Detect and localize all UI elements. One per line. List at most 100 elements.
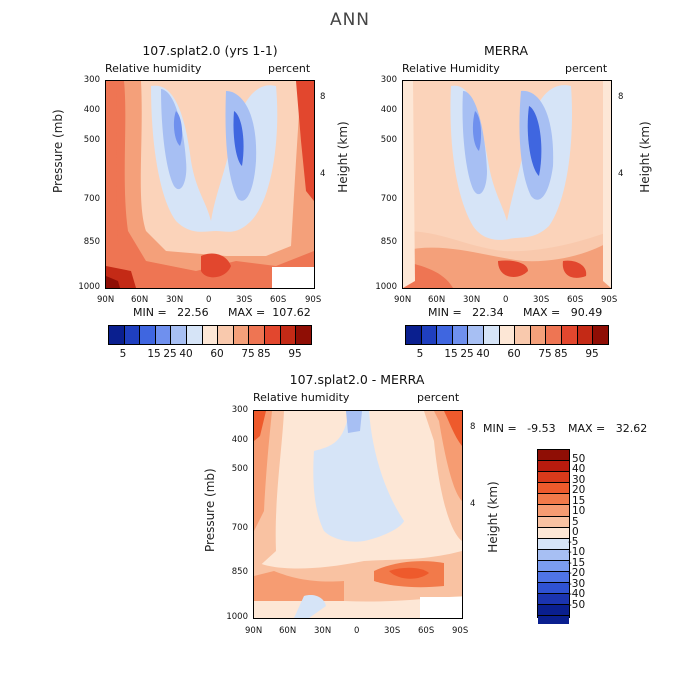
panel3-ylabel-right: Height (km) [486,481,500,553]
panel2-ytick-400: 400 [380,105,397,115]
panel1-ytick-right-8: 8 [320,92,326,102]
panel3-ytick-850: 850 [231,567,248,577]
panel3-xtick-60N: 60N [279,626,297,636]
panel3-cbar-label: 40 [572,463,586,475]
panel2-xtick-60N: 60N [428,295,446,305]
panel1-xtick-90N: 90N [97,295,115,305]
panel3-colorbar [537,449,570,625]
panel2-heatmap [403,81,611,288]
panel1-ytick-300: 300 [83,75,100,85]
panel2-ytick-500: 500 [380,135,397,145]
panel3-ylabel: Pressure (mb) [203,468,217,552]
panel3-cbar-label: 0 [572,526,579,538]
panel3-min: MIN = -9.53 [483,422,556,435]
panel1-ytick-400: 400 [83,105,100,115]
panel3-cbar-label: -30 [568,578,586,590]
panel2-xtick-90N: 90N [394,295,412,305]
panel1-plot-area [105,80,315,289]
panel3-cbar-label: -15 [568,557,586,569]
panel1-ytick-500: 500 [83,135,100,145]
panel1-cbar-label: 85 [257,348,271,360]
panel3-cbar-label: 15 [572,495,586,507]
panel3-cbar-label: 50 [572,453,586,465]
panel2-cbar-label: 5 [416,348,424,360]
panel3-cbar-label: -40 [568,588,586,600]
panel2-ytick-1000: 1000 [375,282,397,292]
panel3-cbar-label: 30 [572,474,586,486]
panel3-units-label: percent [417,391,460,404]
panel2-ytick-700: 700 [380,194,397,204]
panel2-ytick-right-4: 4 [618,169,624,179]
panel1-ytick-right-4: 4 [320,169,326,179]
panel3-cbar-label: 10 [572,505,586,517]
panel1-xtick-90S: 90S [305,295,322,305]
panel3-xtick-60S: 60S [418,626,435,636]
panel3-title: 107.splat2.0 - MERRA [289,372,425,387]
panel3-xtick-90N: 90N [245,626,263,636]
panel2-xtick-60S: 60S [567,295,584,305]
panel3-xtick-30S: 30S [384,626,401,636]
panel3-cbar-label: -20 [568,567,586,579]
panel1-xtick-0: 0 [206,295,212,305]
panel3-plot-area [253,410,463,619]
panel1-xtick-30S: 30S [236,295,253,305]
panel2-cbar-label: 75 [538,348,552,360]
panel2-plot-area [402,80,612,289]
panel2-xtick-0: 0 [503,295,509,305]
panel2-max: MAX = 90.49 [523,306,603,319]
panel1-cbar-label: 60 [210,348,224,360]
panel2-units-label: percent [565,62,608,75]
panel1-cbar-label: 75 [241,348,255,360]
panel3-ytick-1000: 1000 [226,612,248,622]
panel2-ytick-300: 300 [380,75,397,85]
panel2-cbar-label: 60 [507,348,521,360]
panel2-title: MERRA [483,43,529,58]
panel2-colorbar [405,325,609,345]
panel3-ytick-right-8: 8 [470,422,476,432]
panel1-colorbar [108,325,312,345]
panel2-cbar-label: 15 [444,348,458,360]
panel3-ytick-400: 400 [231,435,248,445]
panel2-cbar-label: 85 [554,348,568,360]
panel1-ylabel: Pressure (mb) [51,109,65,193]
panel2-cbar-label: 95 [585,348,599,360]
panel3-cbar-label: -50 [568,599,586,611]
panel3-xtick-90S: 90S [452,626,469,636]
panel2-variable-label: Relative Humidity [402,62,500,75]
panel1-units-label: percent [268,62,311,75]
panel1-ylabel-right: Height (km) [336,121,350,193]
panel2-ylabel-right: Height (km) [638,121,652,193]
panel2-min: MIN = 22.34 [428,306,504,319]
panel1-max: MAX = 107.62 [228,306,311,319]
panel1-cbar-label: 25 [163,348,177,360]
panel2-cbar-label: 40 [476,348,490,360]
panel3-xtick-30N: 30N [314,626,332,636]
panel1-cbar-label: 15 [147,348,161,360]
panel1-xtick-60S: 60S [270,295,287,305]
panel3-cbar-label: -5 [568,536,579,548]
panel1-xtick-30N: 30N [166,295,184,305]
panel2-cbar-label: 25 [460,348,474,360]
figure-title: ANN [329,10,371,30]
panel1-ytick-1000: 1000 [78,282,100,292]
panel1-heatmap [106,81,314,288]
panel1-title: 107.splat2.0 (yrs 1-1) [142,43,278,58]
panel3-heatmap [254,411,462,618]
panel3-ytick-700: 700 [231,523,248,533]
panel3-ytick-300: 300 [231,405,248,415]
panel1-xtick-60N: 60N [131,295,149,305]
panel3-max: MAX = 32.62 [568,422,648,435]
panel3-cbar-label: 20 [572,484,586,496]
panel3-variable-label: Relative humidity [253,391,350,404]
panel2-ytick-850: 850 [380,237,397,247]
panel3-xtick-0: 0 [354,626,360,636]
panel1-ytick-850: 850 [83,237,100,247]
panel1-cbar-label: 40 [179,348,193,360]
panel2-xtick-30S: 30S [533,295,550,305]
panel1-cbar-label: 5 [119,348,127,360]
panel1-cbar-label: 95 [288,348,302,360]
panel3-ytick-500: 500 [231,464,248,474]
panel2-xtick-30N: 30N [463,295,481,305]
panel1-ytick-700: 700 [83,194,100,204]
panel3-ytick-right-4: 4 [470,499,476,509]
